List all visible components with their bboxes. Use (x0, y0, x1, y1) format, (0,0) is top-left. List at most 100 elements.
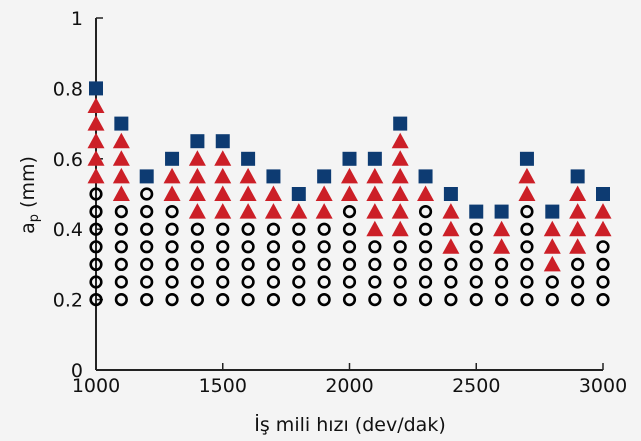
circle-marker (140, 240, 154, 254)
circle-marker (190, 293, 204, 307)
triangle-marker (341, 167, 358, 184)
triangle-marker (290, 203, 308, 219)
square-marker (266, 169, 281, 184)
circle-marker (317, 240, 331, 254)
circle-marker (140, 293, 154, 307)
triangle-marker (493, 238, 511, 254)
circle-marker (342, 257, 357, 272)
circle-marker (114, 275, 128, 289)
circle-marker (393, 275, 407, 289)
triangle-marker (87, 150, 105, 166)
y-axis-title-main: a (17, 222, 39, 234)
circle-marker (317, 275, 331, 289)
circle-marker (418, 275, 433, 289)
triangle-marker (442, 220, 460, 237)
y-tick-label: 0 (71, 360, 83, 382)
circle-marker (292, 222, 306, 236)
circle-marker (216, 240, 230, 254)
square-marker (241, 151, 256, 166)
triangle-marker (214, 167, 232, 184)
circle-marker (292, 257, 306, 272)
circle-marker (114, 240, 128, 254)
circle-marker (89, 240, 103, 254)
circle-marker (520, 257, 534, 272)
circle-marker (89, 275, 103, 289)
circle-marker (342, 205, 357, 219)
square-marker (545, 204, 560, 219)
triangle-marker (214, 185, 232, 201)
circle-marker (140, 222, 154, 236)
circle-marker (114, 257, 128, 272)
triangle-marker (112, 167, 130, 184)
circle-marker (216, 222, 230, 236)
triangle-marker (417, 185, 435, 201)
circle-marker (89, 257, 103, 272)
circle-marker (495, 293, 509, 307)
triangle-marker (493, 220, 511, 237)
circle-marker (266, 222, 281, 236)
circle-marker (114, 205, 128, 219)
triangle-marker (87, 132, 105, 149)
triangle-marker (87, 167, 105, 184)
y-axis-title-subscript: p (27, 214, 42, 222)
triangle-marker (366, 220, 384, 237)
circle-marker (216, 275, 230, 289)
circle-marker (571, 293, 585, 307)
circle-marker (418, 257, 433, 272)
triangle-marker (112, 185, 130, 201)
y-tick-label: 0.4 (53, 219, 83, 241)
x-tick-label: 1500 (199, 375, 247, 397)
x-tick-label: 3000 (579, 375, 627, 397)
circle-marker (317, 222, 331, 236)
circle-marker (165, 257, 179, 272)
circle-marker (368, 240, 382, 254)
circle-marker (596, 293, 610, 307)
triangle-marker (87, 97, 105, 113)
triangle-marker (543, 255, 561, 272)
circle-marker (266, 293, 281, 307)
square-marker (190, 134, 205, 149)
circle-marker (393, 293, 407, 307)
circle-marker (393, 240, 407, 254)
triangle-marker (214, 203, 232, 219)
triangle-marker (112, 132, 130, 149)
triangle-marker (188, 150, 206, 166)
circle-marker (596, 240, 610, 254)
triangle-marker (543, 238, 561, 254)
x-tick-label: 2000 (325, 375, 373, 397)
triangle-marker (188, 167, 206, 184)
circle-marker (114, 293, 128, 307)
circle-marker (545, 275, 559, 289)
y-tick-label: 0.2 (53, 290, 83, 312)
circle-marker (165, 205, 179, 219)
circle-marker (89, 293, 103, 307)
circle-marker (317, 293, 331, 307)
triangle-marker (264, 185, 282, 201)
circle-marker (140, 187, 154, 201)
triangle-marker (366, 167, 384, 184)
triangle-marker (391, 220, 409, 237)
y-axis-title: ap (mm) (17, 156, 42, 234)
circle-marker (368, 257, 382, 272)
circle-marker (469, 275, 483, 289)
circle-marker (520, 275, 534, 289)
x-axis-title: İş mili hızı (dev/dak) (254, 413, 445, 436)
triangle-marker (315, 203, 333, 219)
circle-marker (190, 275, 204, 289)
square-marker (596, 187, 610, 201)
triangle-marker (518, 185, 536, 201)
circle-marker (418, 222, 433, 236)
square-marker (519, 151, 534, 166)
triangle-marker (391, 167, 409, 184)
circle-marker (114, 222, 128, 236)
square-marker (443, 187, 458, 201)
circle-marker (418, 240, 433, 254)
circle-marker (520, 293, 534, 307)
y-tick-label: 1 (71, 8, 83, 30)
circle-marker (165, 222, 179, 236)
x-tick-label: 1000 (72, 375, 120, 397)
circle-marker (241, 222, 255, 236)
circle-marker (165, 293, 179, 307)
triangle-marker (569, 220, 587, 237)
